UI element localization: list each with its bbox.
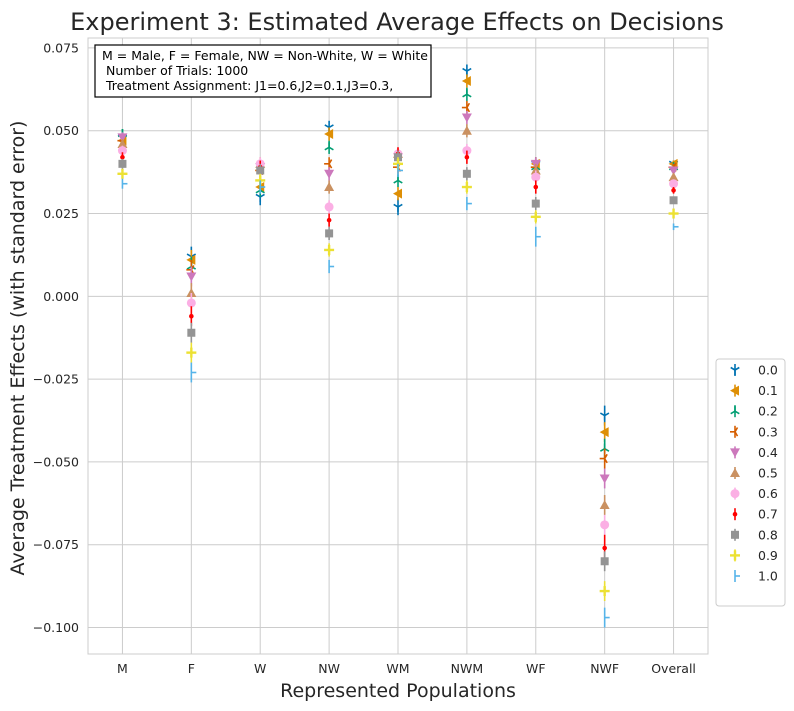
data-point (324, 200, 334, 214)
data-point (461, 124, 472, 138)
y-tick-label: −0.050 (33, 454, 79, 469)
data-point (324, 167, 335, 181)
legend: 0.0 0.1 0.2 0.3 0.4 0.5 0.6 0.7 0.8 0.9 1.0 (715, 358, 786, 607)
y-tick-label: 0.075 (43, 40, 79, 55)
data-point (533, 180, 539, 194)
annotation-frame (94, 44, 432, 98)
y-tick-label: 0.050 (43, 123, 79, 138)
data-point (186, 342, 197, 363)
legend-label: 0.1 (758, 383, 778, 398)
data-point (118, 158, 127, 169)
data-point (599, 468, 610, 489)
x-ticks: M F W NW WM NWM WF NWF Overall (117, 661, 696, 676)
data-point (466, 196, 472, 211)
x-tick-label: NW (318, 661, 340, 676)
data-point (464, 150, 470, 164)
legend-entry: 0.5 (730, 466, 778, 481)
legend-label: 0.7 (758, 507, 778, 522)
data-point (600, 551, 609, 572)
data-point (599, 495, 610, 515)
annotation-line-2: Number of Trials: 1000 (102, 63, 248, 78)
legend-entry: 0.6 (730, 486, 778, 501)
data-point (599, 405, 610, 426)
data-point (600, 514, 610, 535)
data-point (671, 187, 676, 194)
y-axis-label: Average Treatment Effects (with standard… (7, 121, 29, 576)
legend-label: 0.5 (758, 466, 778, 481)
data-point (324, 180, 335, 194)
data-point (324, 140, 334, 154)
legend-entry: 0.8 (731, 527, 778, 542)
x-tick-label: NWF (590, 661, 619, 676)
data-point (393, 187, 402, 201)
data-point (121, 178, 128, 189)
legend-label: 0.4 (758, 445, 778, 460)
data-point (117, 168, 128, 179)
data-point (672, 223, 679, 231)
legend-entry: 0.9 (730, 548, 778, 563)
data-point (328, 259, 335, 274)
x-axis-label: Represented Populations (280, 680, 516, 702)
data-point (187, 322, 196, 343)
x-tick-label: WM (386, 661, 409, 676)
annotation-line-1: M = Male, F = Female, NW = Non-White, W … (102, 48, 428, 63)
annotation-box: M = Male, F = Female, NW = Non-White, W … (94, 44, 432, 98)
y-ticks: −0.100 −0.075 −0.050 −0.025 0.000 0.025 0.050 0… (33, 40, 79, 635)
legend-entry: 0.3 (730, 424, 778, 439)
legend-label: 0.0 (758, 363, 778, 378)
data-point (397, 163, 403, 178)
y-tick-label: 0.025 (43, 206, 79, 221)
legend-label: 1.0 (758, 569, 778, 584)
data-point (324, 127, 334, 141)
data-point (668, 208, 679, 219)
chart-title: Experiment 3: Estimated Average Effects … (70, 8, 724, 36)
legend-entry: 0.2 (730, 404, 778, 419)
legend-label: 0.9 (758, 548, 778, 563)
legend-entry: 0.7 (732, 507, 778, 522)
data-point (190, 362, 197, 383)
legend-entry: 0.4 (730, 445, 778, 460)
data-point (531, 196, 540, 211)
series-1.0 (121, 163, 679, 628)
x-tick-label: WF (526, 661, 546, 676)
y-tick-label: 0.000 (43, 289, 79, 304)
data-point (325, 226, 334, 241)
x-tick-label: NWM (451, 661, 484, 676)
legend-entry: 0.0 (730, 363, 778, 378)
x-tick-label: M (117, 661, 128, 676)
data-point (259, 180, 266, 194)
legend-label: 0.6 (758, 486, 778, 501)
data-marks (117, 64, 679, 628)
data-point (530, 210, 541, 224)
data-point (462, 87, 472, 101)
data-point (669, 196, 678, 205)
series-0.6 (117, 143, 679, 535)
annotation-line-3: Treatment Assignment: J1=0.6,J2=0.1,J3=0… (102, 78, 393, 93)
data-point (461, 180, 472, 194)
data-point (599, 581, 610, 602)
y-tick-label: −0.025 (33, 372, 79, 387)
legend-frame (715, 358, 786, 607)
data-point (393, 198, 403, 216)
legend-label: 0.8 (758, 527, 778, 542)
legend-label: 0.2 (758, 404, 778, 419)
data-point (599, 448, 608, 469)
data-point (324, 243, 335, 257)
legend-label: 0.3 (758, 424, 778, 439)
x-tick-label: Overall (651, 661, 696, 676)
legend-entry: 1.0 (734, 569, 778, 584)
data-point (669, 179, 679, 189)
data-point (534, 226, 541, 247)
data-point (462, 167, 471, 181)
data-point (461, 74, 471, 88)
data-point (461, 110, 472, 125)
y-tick-label: −0.100 (33, 620, 79, 635)
data-point (326, 213, 332, 227)
legend-entry: 0.1 (730, 383, 778, 398)
x-tick-label: F (188, 661, 195, 676)
data-point (603, 607, 610, 628)
y-tick-label: −0.075 (33, 537, 79, 552)
x-tick-label: W (254, 661, 266, 676)
